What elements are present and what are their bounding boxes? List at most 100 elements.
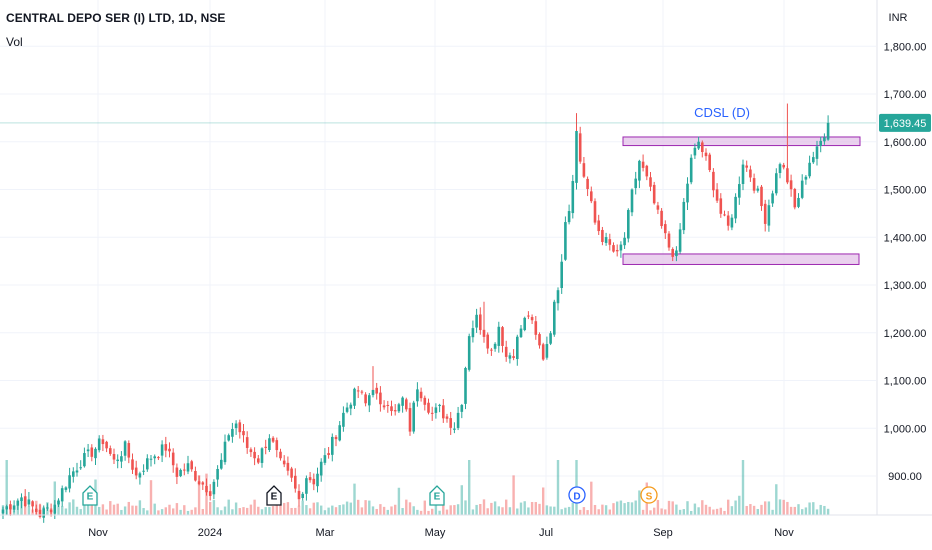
candle-body [231,429,234,437]
volume-bar [782,499,785,515]
volume-bar [749,504,752,515]
candle-body [190,461,193,470]
candle-body [275,440,279,451]
candle-body [64,487,68,490]
volume-bar [482,499,486,515]
candle-body [238,422,242,433]
volume-bar [756,508,759,515]
volume-bar [257,506,260,515]
candle-body [656,205,660,210]
candle-body [738,184,741,198]
volume-bar [308,508,312,515]
candle-body [338,425,341,441]
candle-body [812,157,815,163]
volume-bar [453,505,456,515]
volume-bar [305,505,308,515]
volume-bar [501,507,504,515]
candle-body [427,402,430,413]
currency-label[interactable]: INR [889,12,908,24]
volume-bar [360,507,364,515]
candle-body [553,301,556,335]
earnings-marker[interactable] [82,485,98,506]
candle-body [623,237,626,246]
volume-bar [678,509,682,515]
split-marker[interactable] [640,486,658,504]
support-zone[interactable] [622,253,860,265]
candle-body [175,467,179,477]
resistance-zone[interactable] [622,136,861,147]
volume-bar [623,503,626,515]
volume-bar [456,504,460,515]
dividend-marker[interactable] [568,486,586,504]
volume-bar [801,509,804,515]
candle-body [516,336,519,360]
candle-body [282,460,286,465]
volume-bar [745,505,748,515]
volume-bar [641,509,645,515]
volume-bar [172,508,175,515]
volume-bar [567,506,571,515]
candle-body [567,211,571,223]
volume-bar [75,506,79,515]
volume-bar [604,505,608,515]
candle-body [479,314,482,331]
candle-body [752,178,756,191]
candle-body [708,154,711,171]
time-tick-label: Nov [88,527,108,539]
candle-body [142,470,145,472]
candle-body [279,451,282,459]
last-price-bg [879,113,931,132]
time-axis[interactable]: Nov 2024 Mar May Jul Sep Nov [88,527,794,539]
event-marker-label: E [87,492,94,503]
candle-body [763,203,767,224]
volume-bar [571,502,574,515]
volume-bar [345,501,349,515]
candle-body [460,405,464,412]
candle-body [638,160,641,181]
volume-bar [253,499,256,515]
volume-bar [804,507,808,515]
volume-bar [697,507,700,515]
candle-body [131,459,134,470]
volume-bar [264,507,267,515]
candle-body [608,239,612,245]
volume-bar [120,509,123,515]
volume-bar [752,505,756,515]
candle-body [179,469,182,477]
candle-body [804,176,808,180]
candle-body [815,146,819,159]
volume-bar [549,506,552,515]
candle-body [549,333,552,344]
earnings-marker[interactable] [429,485,445,506]
candle-body [216,468,219,480]
candle-body [208,491,212,496]
candle-body [146,458,149,470]
earnings-marker[interactable] [266,485,282,506]
candle-body [504,346,508,357]
volume-bar [357,499,360,515]
candle-body [501,327,504,346]
volume-bar [545,505,549,515]
volume-bar [675,504,678,515]
candle-body [649,177,652,187]
volume-bar [738,495,741,515]
volume-bar [160,509,164,515]
volume-bar [116,503,119,515]
candle-body [253,451,256,459]
volume-bar [486,508,489,515]
volume-bar [819,504,822,515]
candle-body [534,321,538,335]
candle-body [271,437,275,442]
price-axis[interactable]: 900.00 1,000.00 1,100.00 1,200.00 1,300.00 1,… [884,41,927,483]
candle-body [223,441,227,463]
candle-body [808,162,811,177]
cdsl-annotation: CDSL (D) [694,105,750,120]
candle-body [741,164,745,185]
volume-bar [297,505,301,515]
volume-bar [530,501,534,515]
candle-body [797,197,800,207]
volume-bar [431,508,434,515]
price-tick-label: 1,200.00 [884,328,927,340]
